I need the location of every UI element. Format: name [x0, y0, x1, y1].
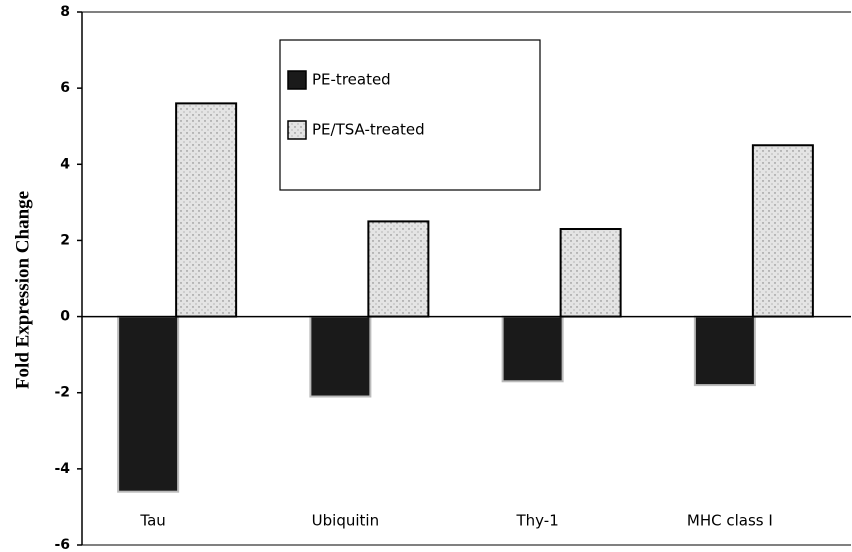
- bar: [693, 315, 756, 387]
- bar: [751, 144, 814, 318]
- legend-swatch: [287, 120, 307, 140]
- legend-label: PE/TSA-treated: [312, 121, 425, 139]
- legend: [279, 39, 541, 191]
- y-tick-label: 6: [60, 80, 70, 96]
- x-tick-label: Ubiquitin: [312, 512, 379, 530]
- y-tick-label: 4: [60, 156, 70, 172]
- bar: [501, 315, 564, 383]
- y-tick-label: 8: [60, 4, 70, 20]
- bar: [367, 220, 430, 318]
- y-tick-label: -6: [54, 537, 70, 552]
- y-tick-label: 2: [60, 232, 70, 248]
- bar: [309, 315, 372, 398]
- y-tick-label: -4: [54, 461, 70, 477]
- x-tick-label: MHC class I: [687, 512, 773, 530]
- bar: [175, 102, 238, 318]
- legend-swatch: [287, 70, 307, 90]
- legend-label: PE-treated: [312, 71, 391, 89]
- bar: [559, 228, 622, 318]
- x-tick-label: Thy-1: [516, 512, 559, 530]
- x-tick-label: Tau: [139, 512, 165, 530]
- y-axis-label: Fold Expression Change: [12, 191, 33, 389]
- y-tick-label: 0: [60, 309, 70, 325]
- bar: [117, 315, 180, 493]
- y-tick-label: -2: [54, 385, 70, 401]
